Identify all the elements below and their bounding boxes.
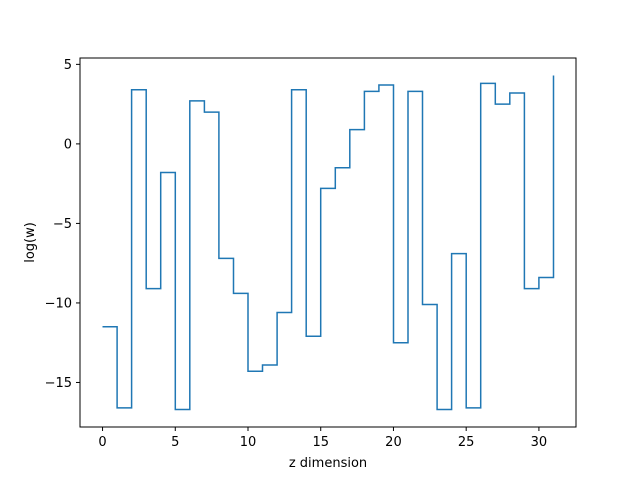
plot-area bbox=[102, 75, 555, 411]
y-axis-label: log(w) bbox=[23, 222, 38, 263]
y-axis-ticks: −15 −10 −5 0 5 bbox=[45, 58, 80, 391]
x-axis-ticks: 0 5 10 15 20 25 30 bbox=[98, 427, 547, 450]
y-tick-label: 0 bbox=[64, 137, 72, 152]
x-tick-label: 30 bbox=[531, 435, 548, 450]
axes-frame bbox=[79, 57, 577, 428]
y-tick-label: 5 bbox=[64, 58, 72, 73]
y-tick-label: −15 bbox=[45, 376, 72, 391]
y-tick-label: −10 bbox=[45, 296, 72, 311]
x-tick-label: 5 bbox=[171, 435, 179, 450]
x-tick-label: 0 bbox=[98, 435, 106, 450]
y-tick-label: −5 bbox=[53, 217, 72, 232]
x-axis-label: z dimension bbox=[289, 456, 367, 471]
x-tick-label: 15 bbox=[312, 435, 329, 450]
x-tick-label: 25 bbox=[458, 435, 475, 450]
x-tick-label: 20 bbox=[385, 435, 402, 450]
x-tick-label: 10 bbox=[240, 435, 257, 450]
series-line-0 bbox=[102, 75, 555, 411]
